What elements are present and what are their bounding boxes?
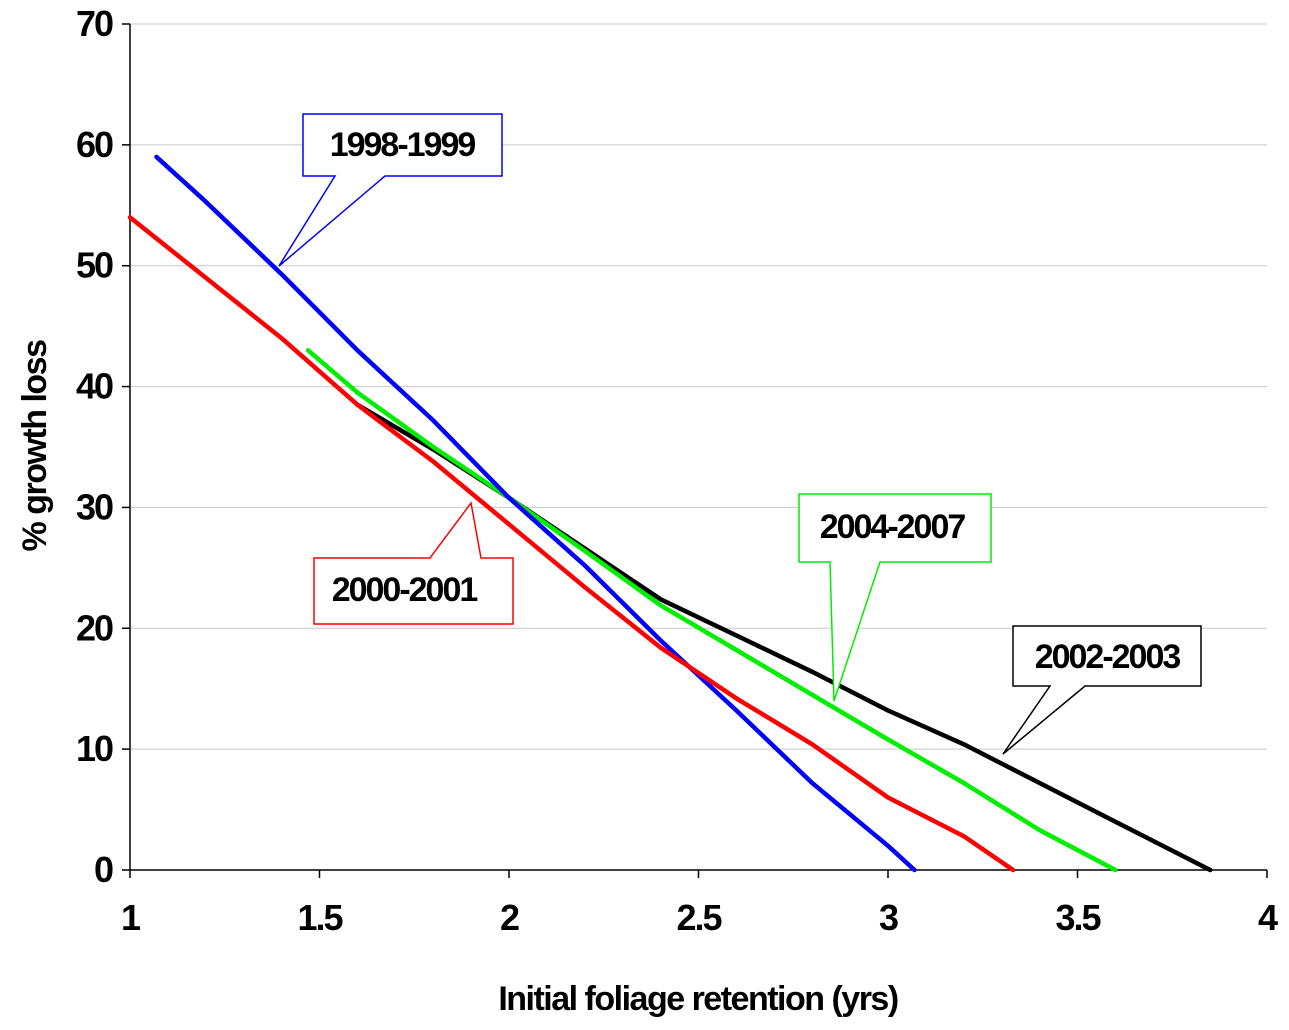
x-axis-title: Initial foliage retention (yrs) — [498, 980, 898, 1018]
callout-2002-2003-box — [1002, 625, 1202, 755]
y-tick-label-0: 0 — [94, 849, 113, 890]
y-tick-label-10: 10 — [76, 728, 113, 769]
y-tick-label-20: 20 — [76, 607, 113, 648]
callout-2000-2001: 2000-2001 — [313, 501, 514, 625]
callout-2004-2007-label: 2004-2007 — [820, 508, 966, 546]
x-tick-label-2: 2 — [500, 897, 519, 938]
callout-2002-2003: 2002-2003 — [1002, 625, 1202, 755]
y-tick-label-50: 50 — [76, 245, 113, 286]
axes — [129, 24, 1267, 871]
callout-2000-2001-box — [313, 501, 514, 625]
y-tick-label-70: 70 — [76, 3, 113, 44]
series-line-1998-1999 — [154, 154, 917, 873]
callout-1998-1999-box — [278, 113, 503, 267]
series-lines — [127, 154, 1213, 873]
tick-marks — [122, 23, 1268, 878]
callouts: 1998-1999 2000-2001 2004-2007 2002-2003 — [278, 113, 1202, 755]
callout-2004-2007: 2004-2007 — [798, 493, 992, 702]
x-tick-label-3: 3 — [879, 897, 898, 938]
callout-2000-2001-label: 2000-2001 — [332, 571, 478, 609]
y-tick-label-30: 30 — [76, 486, 113, 527]
x-tick-label-3.5: 3.5 — [1055, 897, 1101, 938]
callout-1998-1999: 1998-1999 — [278, 113, 503, 267]
callout-2002-2003-label: 2002-2003 — [1035, 638, 1181, 676]
y-axis-title: % growth loss — [16, 340, 54, 552]
x-tick-label-1.5: 1.5 — [297, 897, 343, 938]
callout-1998-1999-label: 1998-1999 — [330, 126, 476, 164]
y-tick-label-60: 60 — [76, 124, 113, 165]
x-tick-label-2.5: 2.5 — [676, 897, 722, 938]
y-tick-label-40: 40 — [76, 366, 113, 407]
callout-2004-2007-box — [798, 493, 992, 702]
series-line-2000-2001 — [127, 215, 1016, 873]
axis-labels: Initial foliage retention (yrs) % growth… — [16, 3, 1280, 1018]
series-line-2004-2007 — [305, 348, 1118, 873]
x-tick-label-1: 1 — [121, 897, 141, 938]
x-tick-label-4: 4 — [1258, 897, 1278, 938]
